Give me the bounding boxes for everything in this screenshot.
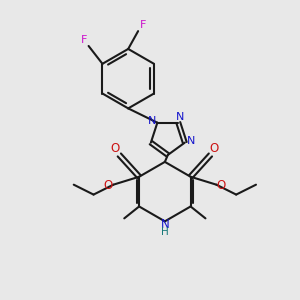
Text: O: O xyxy=(104,179,113,192)
Text: N: N xyxy=(176,112,184,122)
Text: F: F xyxy=(80,35,87,45)
Text: N: N xyxy=(187,136,195,146)
Text: N: N xyxy=(160,218,169,231)
Text: O: O xyxy=(217,179,226,192)
Text: O: O xyxy=(210,142,219,154)
Text: F: F xyxy=(140,20,146,30)
Text: O: O xyxy=(111,142,120,154)
Text: H: H xyxy=(161,227,169,237)
Text: N: N xyxy=(148,116,157,126)
